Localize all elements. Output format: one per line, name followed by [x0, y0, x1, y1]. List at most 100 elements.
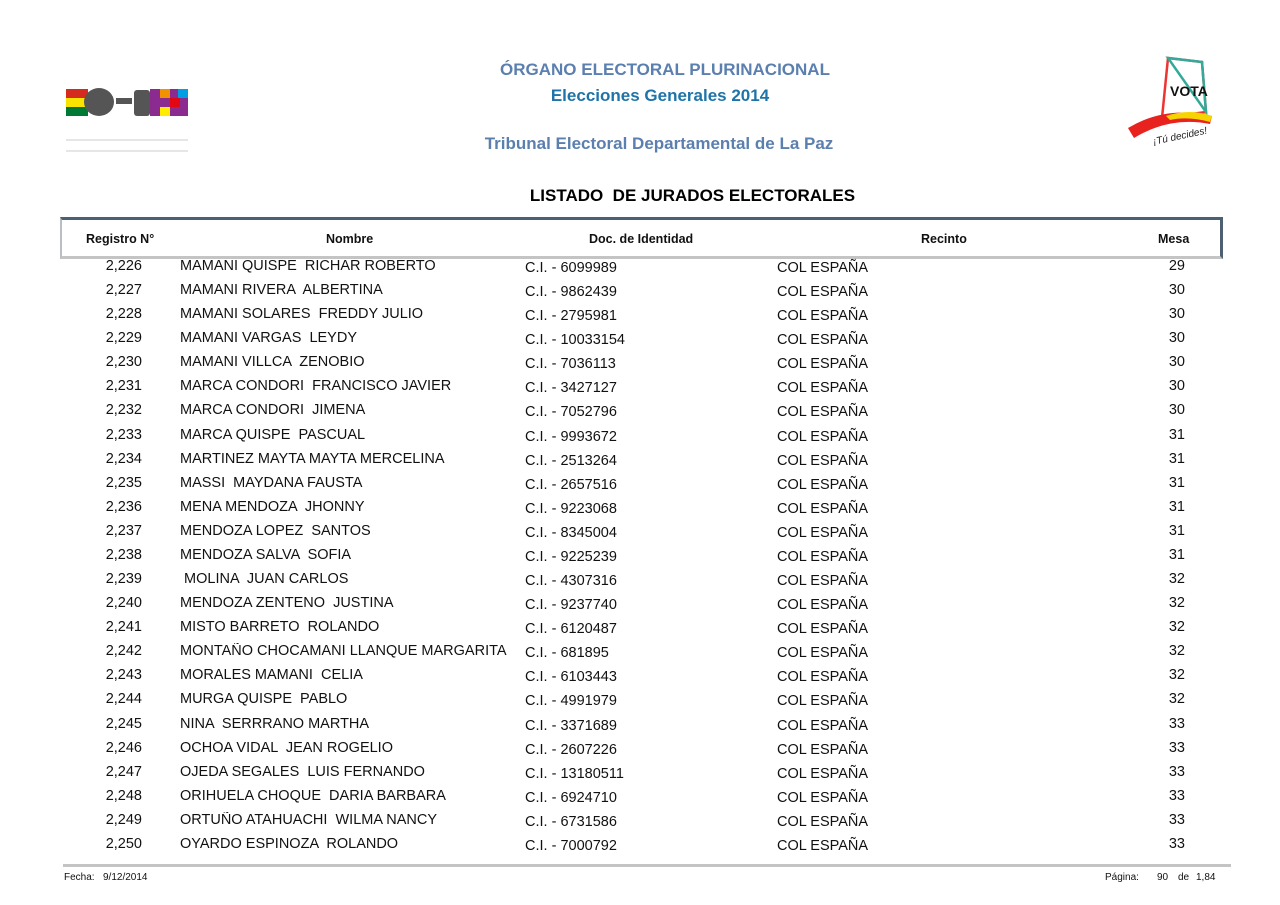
nombre-cell: OCHOA VIDAL JEAN ROGELIO	[180, 739, 393, 756]
table-row: 2,234 MARTINEZ MAYTA MAYTA MERCELINA C.I. …	[0, 451, 1280, 475]
nombre-cell: MARCA CONDORI JIMENA	[180, 402, 366, 419]
nombre-cell: MARCA QUISPE PASCUAL	[180, 426, 366, 443]
org-title: ÓRGANO ELECTORAL PLURINACIONAL	[500, 60, 830, 79]
nombre-cell: OYARDO ESPINOZA ROLANDO	[180, 835, 399, 852]
doc-cell: C.I. - 4307316	[525, 573, 617, 590]
mesa-cell: 32	[1168, 571, 1185, 588]
nombre-cell: MARTINEZ MAYTA MAYTA MERCELINA	[180, 450, 445, 467]
recinto-cell: COL ESPAÑA	[777, 260, 869, 276]
col-nombre: Nombre	[326, 232, 374, 246]
recinto-cell: COL ESPAÑA	[777, 452, 869, 469]
table-row: 2,237 MENDOZA LOPEZ SANTOS C.I. - 8345004 C…	[0, 523, 1280, 547]
svg-text:VOTA: VOTA	[1170, 83, 1208, 99]
registro-cell: 2,233	[105, 426, 142, 443]
doc-cell: C.I. - 9862439	[525, 284, 617, 301]
doc-cell: C.I. - 681895	[525, 645, 609, 662]
registro-cell: 2,242	[105, 643, 142, 660]
doc-cell: C.I. - 6120487	[525, 621, 617, 638]
table-row: 2,246 OCHOA VIDAL JEAN ROGELIO C.I. - 2607…	[0, 740, 1280, 764]
registro-cell: 2,227	[105, 282, 142, 299]
vota-logo: VOTA ¡Tú decides!	[1126, 50, 1218, 148]
registro-cell: 2,239	[105, 571, 142, 588]
doc-cell: C.I. - 2795981	[525, 308, 617, 325]
doc-cell: C.I. - 3427127	[525, 380, 617, 397]
registro-cell: 2,247	[105, 763, 142, 780]
table-row: 2,228 MAMANI SOLARES FREDDY JULIO C.I. - 2…	[0, 306, 1280, 330]
table-row: 2,243 MORALES MAMANI CELIA C.I. - 6103443 C…	[0, 667, 1280, 691]
doc-cell: C.I. - 4991979	[525, 693, 617, 710]
footer-total-pages: 1,84	[1196, 872, 1216, 883]
registro-cell: 2,237	[105, 522, 142, 539]
table-row: 2,231 MARCA CONDORI FRANCISCO JAVIER C.I. …	[0, 378, 1280, 402]
doc-cell: C.I. - 6103443	[525, 669, 617, 686]
oep-logo	[66, 86, 190, 152]
mesa-cell: 32	[1168, 643, 1185, 660]
nombre-cell: MORALES MAMANI CELIA	[180, 667, 363, 684]
col-recinto: Recinto	[921, 232, 967, 246]
nombre-cell: MASSI MAYDANA FAUSTA	[180, 474, 363, 491]
recinto-cell: COL ESPAÑA	[777, 693, 869, 710]
registro-cell: 2,248	[105, 787, 142, 804]
col-doc: Doc. de Identidad	[589, 232, 694, 246]
table-row: 2,244 MURGA QUISPE PABLO C.I. - 4991979 COL…	[0, 691, 1280, 715]
registro-cell: 2,235	[105, 474, 142, 491]
mesa-cell: 30	[1168, 354, 1185, 371]
doc-cell: C.I. - 6924710	[525, 789, 617, 806]
recinto-cell: COL ESPAÑA	[777, 548, 869, 565]
doc-cell: C.I. - 10033154	[525, 332, 625, 349]
table-row: 2,240 MENDOZA ZENTENO JUSTINA C.I. - 92377…	[0, 595, 1280, 619]
nombre-cell: NINA SERRRANO MARTHA	[180, 715, 370, 732]
doc-cell: C.I. - 9225239	[525, 548, 617, 565]
nombre-cell: MAMANI QUISPE RICHAR ROBERTO	[180, 258, 436, 274]
doc-cell: C.I. - 9993672	[525, 428, 617, 445]
table-row: 2,235 MASSI MAYDANA FAUSTA C.I. - 2657516 C…	[0, 475, 1280, 499]
nombre-cell: ORIHUELA CHOQUE DARIA BARBARA	[180, 787, 446, 804]
recinto-cell: COL ESPAÑA	[777, 717, 869, 734]
footer-date: 9/12/2014	[103, 872, 148, 883]
col-mesa: Mesa	[1158, 232, 1190, 246]
mesa-cell: 32	[1168, 619, 1185, 636]
recinto-cell: COL ESPAÑA	[777, 645, 869, 662]
table-row: 2,245 NINA SERRRANO MARTHA C.I. - 3371689 C…	[0, 716, 1280, 740]
mesa-cell: 30	[1168, 282, 1185, 299]
nombre-cell: MOLINA JUAN CARLOS	[180, 571, 349, 588]
doc-cell: C.I. - 13180511	[525, 765, 624, 782]
doc-cell: C.I. - 7000792	[525, 837, 617, 854]
registro-cell: 2,226	[105, 258, 142, 274]
recinto-cell: COL ESPAÑA	[777, 765, 869, 782]
table-row: 2,238 MENDOZA SALVA SOFIA C.I. - 9225239 CO…	[0, 547, 1280, 571]
mesa-cell: 33	[1168, 787, 1185, 804]
recinto-cell: COL ESPAÑA	[777, 573, 869, 590]
doc-cell: C.I. - 7036113	[525, 356, 616, 373]
recinto-cell: COL ESPAÑA	[777, 428, 869, 445]
registro-cell: 2,245	[105, 715, 142, 732]
mesa-cell: 30	[1168, 378, 1185, 395]
table-row: 2,229 MAMANI VARGAS LEYDY C.I. - 10033154 C…	[0, 330, 1280, 354]
recinto-cell: COL ESPAÑA	[777, 284, 869, 301]
footer-page-label: Página:	[1105, 872, 1139, 883]
mesa-cell: 31	[1168, 474, 1185, 491]
registro-cell: 2,229	[105, 330, 142, 347]
table-row: 2,226 MAMANI QUISPE RICHAR ROBERTO C.I. - …	[0, 258, 1280, 282]
recinto-cell: COL ESPAÑA	[777, 380, 869, 397]
nombre-cell: MONTAÑO CHOCAMANI LLANQUE MARGARITA	[180, 643, 507, 660]
nombre-cell: MENA MENDOZA JHONNY	[180, 498, 365, 515]
recinto-cell: COL ESPAÑA	[777, 404, 869, 421]
mesa-cell: 31	[1168, 546, 1185, 563]
recinto-cell: COL ESPAÑA	[777, 308, 869, 325]
doc-cell: C.I. - 7052796	[525, 404, 617, 421]
doc-cell: C.I. - 9237740	[525, 597, 617, 614]
footer-divider	[63, 864, 1231, 867]
mesa-cell: 33	[1168, 739, 1185, 756]
doc-cell: C.I. - 3371689	[525, 717, 617, 734]
table-row: 2,247 OJEDA SEGALES LUIS FERNANDO C.I. - 1…	[0, 764, 1280, 788]
mesa-cell: 30	[1168, 402, 1185, 419]
footer-date-label: Fecha:	[64, 872, 95, 883]
nombre-cell: ORTUÑO ATAHUACHI WILMA NANCY	[180, 811, 437, 828]
doc-cell: C.I. - 6731586	[525, 813, 617, 830]
registro-cell: 2,244	[105, 691, 142, 708]
mesa-cell: 33	[1168, 811, 1185, 828]
table-row: 2,241 MISTO BARRETO ROLANDO C.I. - 6120487…	[0, 619, 1280, 643]
table-row: 2,249 ORTUÑO ATAHUACHI WILMA NANCY C.I. - …	[0, 812, 1280, 836]
doc-cell: C.I. - 9223068	[525, 500, 617, 517]
